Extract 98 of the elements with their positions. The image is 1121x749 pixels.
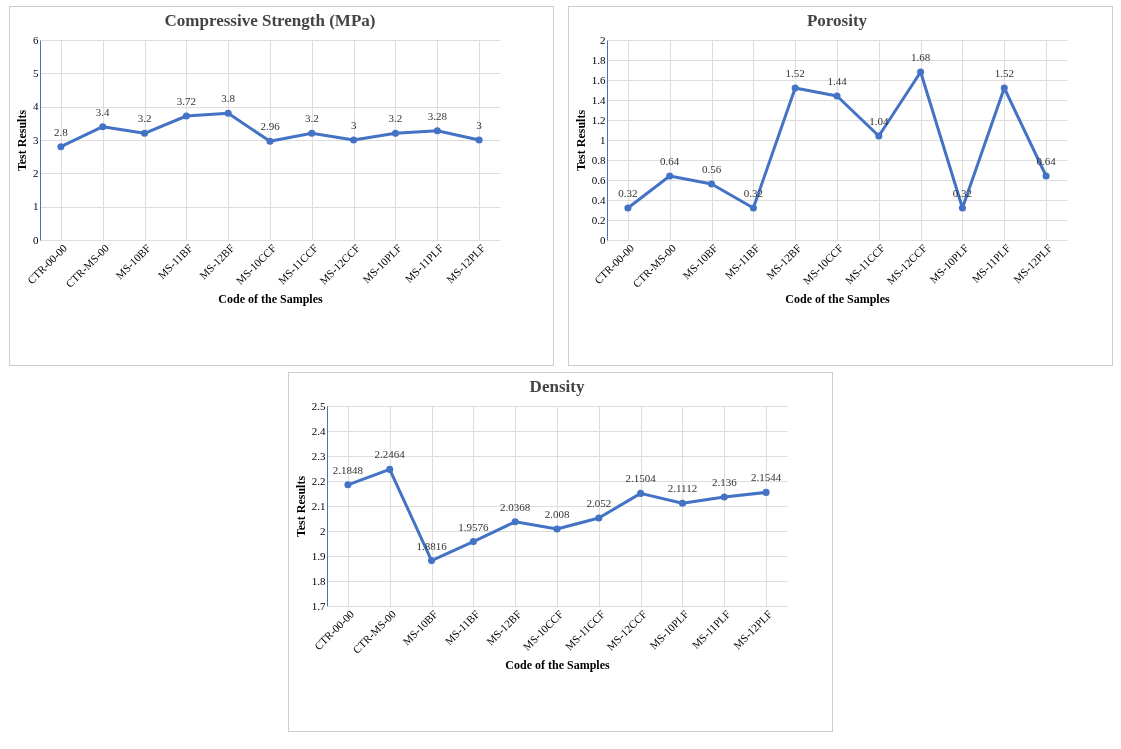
y-tick-label: 2.3 — [311, 449, 326, 462]
y-tick-label: 1.8 — [311, 574, 326, 587]
x-axis-title: Code of the Samples — [505, 657, 610, 672]
y-tick-label: 1.7 — [311, 599, 326, 612]
x-axis-title: Code of the Samples — [217, 291, 323, 306]
data-label: 3.72 — [176, 95, 196, 107]
point — [511, 518, 519, 526]
y-tick-label: 1.6 — [591, 73, 606, 86]
chart-title: Compressive Strength (MPa) — [164, 11, 375, 30]
data-label: 3.2 — [137, 112, 151, 125]
y-tick-label: 0 — [32, 233, 39, 246]
data-label: 2.1848 — [332, 463, 364, 476]
chart-title: Density — [529, 377, 585, 396]
point — [428, 557, 436, 565]
point — [391, 129, 399, 137]
data-label: 2.052 — [586, 497, 612, 509]
data-label: 2.8 — [53, 125, 68, 138]
data-label: 1.04 — [868, 115, 889, 127]
data-label: 0.32 — [617, 187, 638, 199]
point — [349, 136, 357, 144]
y-axis-title: Test Results — [293, 475, 308, 538]
point — [344, 481, 352, 489]
point — [623, 204, 631, 212]
data-label: 3.2 — [304, 112, 319, 125]
y-tick-label: 0 — [599, 233, 606, 246]
y-tick-label: 3 — [32, 133, 39, 146]
y-tick-label: 2 — [320, 524, 326, 537]
point — [98, 123, 106, 131]
point — [720, 493, 728, 501]
data-label: 3.2 — [388, 112, 402, 125]
data-label: 1.52 — [785, 67, 805, 79]
point — [637, 489, 645, 497]
data-label: 2.0368 — [500, 500, 531, 513]
y-axis-title: Test Results — [14, 109, 29, 172]
y-tick-label: 1.8 — [591, 53, 606, 66]
point — [916, 68, 924, 76]
data-label: 0.56 — [701, 163, 722, 175]
point — [553, 525, 561, 533]
y-tick-label: 2.1 — [311, 499, 326, 512]
data-label: 2.2464 — [374, 448, 406, 461]
data-label: 1.68 — [910, 51, 931, 63]
y-tick-label: 2 — [32, 166, 38, 179]
data-label: 3 — [475, 119, 482, 131]
point — [874, 132, 882, 140]
y-tick-label: 6 — [32, 33, 39, 46]
data-label: 2.1544 — [750, 471, 782, 484]
data-label: 2.008 — [544, 508, 570, 520]
point — [762, 488, 770, 496]
point — [1000, 84, 1008, 92]
point — [678, 499, 686, 507]
y-tick-label: 1.9 — [311, 549, 326, 562]
data-label: 3.28 — [427, 109, 447, 122]
data-label: 2.1504 — [625, 472, 657, 485]
point — [475, 136, 483, 144]
y-tick-label: 1.4 — [591, 93, 606, 106]
data-label: 2.136 — [711, 476, 738, 488]
point — [469, 538, 477, 546]
data-label: 1.44 — [826, 75, 847, 87]
y-tick-label: 4 — [32, 100, 39, 113]
point — [433, 127, 441, 135]
y-tick-label: 2 — [599, 33, 605, 46]
y-axis-title: Test Results — [573, 109, 588, 172]
data-label: 3.8 — [220, 92, 236, 105]
point — [749, 204, 757, 212]
point — [386, 465, 394, 473]
y-tick-label: 2.2 — [311, 474, 326, 487]
data-label: 3 — [350, 119, 357, 131]
point — [665, 172, 673, 180]
point — [265, 137, 274, 145]
y-tick-label: 1 — [599, 133, 605, 146]
chart-title: Porosity — [806, 11, 868, 30]
data-label: 2.96 — [259, 120, 280, 133]
point — [56, 143, 64, 151]
y-tick-label: 0.8 — [591, 153, 606, 166]
point — [958, 204, 966, 212]
point — [707, 180, 715, 188]
data-label: 0.64 — [659, 155, 680, 167]
y-tick-label: 2.5 — [311, 399, 326, 412]
y-tick-label: 5 — [32, 66, 39, 79]
y-tick-label: 2.4 — [311, 424, 326, 437]
data-label: 1.52 — [994, 67, 1014, 79]
point — [140, 129, 148, 137]
y-tick-label: 0.2 — [591, 213, 605, 226]
y-tick-label: 0.4 — [591, 193, 606, 206]
y-tick-label: 0.6 — [591, 173, 606, 186]
y-tick-label: 1 — [32, 200, 38, 213]
y-tick-label: 1.2 — [591, 113, 605, 126]
point — [1042, 172, 1050, 180]
point — [307, 129, 315, 137]
point — [595, 514, 603, 522]
point — [791, 84, 799, 92]
data-label: 2.1112 — [667, 482, 698, 495]
point — [224, 109, 232, 117]
data-label: 1.9576 — [458, 520, 489, 533]
data-label: 3.4 — [95, 105, 110, 118]
point — [182, 112, 190, 120]
point — [832, 92, 841, 100]
x-axis-title: Code of the Samples — [784, 291, 890, 306]
